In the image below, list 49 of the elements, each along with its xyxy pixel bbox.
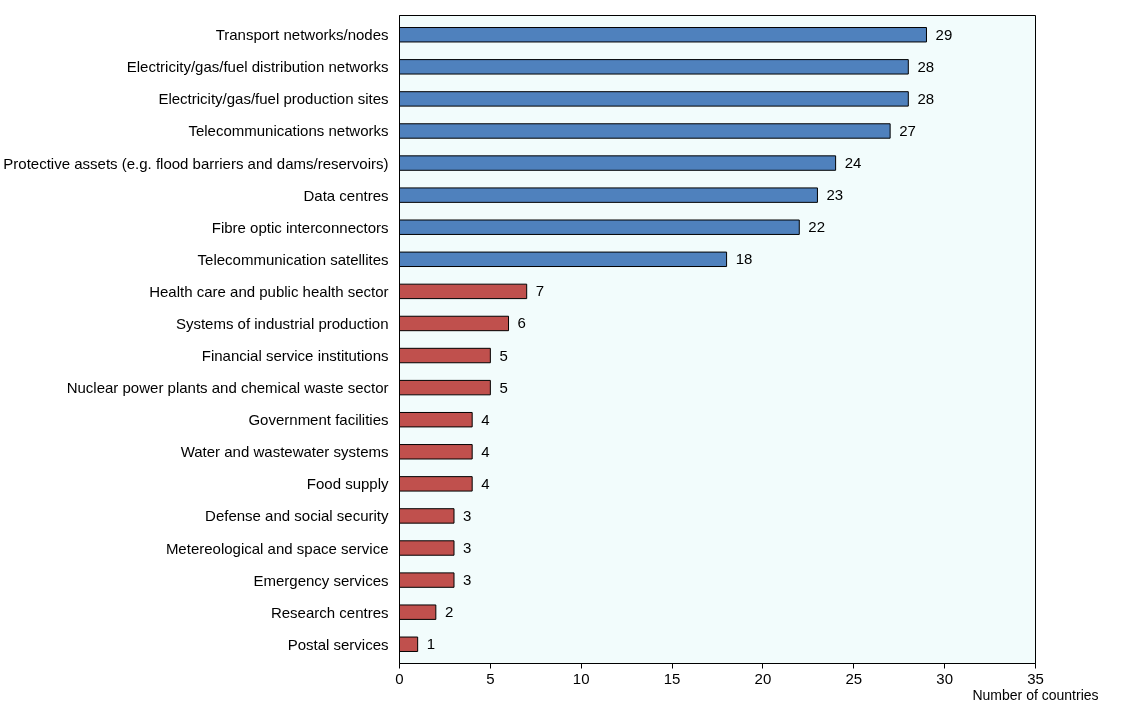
y-tick-label: Metereological and space service [165,539,389,557]
y-tick-label: Data centres [303,186,389,204]
y-tick-label: Research centres [270,603,389,621]
x-tick-label: 10 [572,669,590,687]
data-label: 3 [463,571,472,589]
y-tick-label: Financial service institutions [201,347,389,365]
y-tick-label: Water and wastewater systems [180,443,389,461]
y-tick-label: Fibre optic interconnectors [211,218,389,236]
x-axis-title: Number of countries [972,686,1099,703]
data-label: 7 [535,282,545,300]
y-tick-label: Telecommunications networks [188,122,389,140]
y-tick-label: Emergency services [253,571,389,589]
x-tick-label: 30 [936,669,953,687]
data-label: 4 [481,410,490,428]
x-tick-label: 5 [486,669,495,687]
data-label: 2 [444,603,454,621]
y-tick-label: Electricity/gas/fuel distribution networks [126,58,389,76]
y-tick-label: Systems of industrial production [175,314,389,332]
data-label: 27 [899,121,916,139]
x-tick-label: 0 [395,669,404,687]
x-tick-label: 35 [1027,669,1044,687]
data-label: 1 [426,635,436,653]
data-label: 28 [917,57,935,75]
y-tick-label: Electricity/gas/fuel production sites [158,90,389,108]
data-label: 28 [917,89,935,107]
data-label: 24 [844,154,862,172]
data-label: 18 [735,250,753,268]
y-tick-label: Protective assets (e.g. flood barriers and dams/reservoirs) [3,154,389,172]
data-label: 29 [935,25,953,43]
y-tick-label: Government facilities [248,411,389,429]
y-tick-label: Defense and social security [205,507,389,525]
y-tick-label: Transport networks/nodes [215,26,389,44]
data-label: 6 [517,314,526,332]
data-label: 3 [463,539,472,557]
y-tick-label: Food supply [306,475,389,493]
x-tick-label: 20 [754,669,772,687]
y-tick-label: Postal services [287,635,389,653]
data-label: 22 [808,218,826,236]
x-tick-label: 15 [663,669,681,687]
data-label: 3 [463,506,472,524]
x-tick-label: 25 [845,669,863,687]
data-label: 4 [481,442,490,460]
data-label: 4 [481,474,490,492]
y-tick-label: Health care and public health sector [149,282,389,300]
data-label: 5 [499,378,508,396]
y-tick-label: Nuclear power plants and chemical waste sector [66,379,389,397]
y-tick-label: Telecommunication satellites [197,250,389,268]
data-label: 23 [826,186,844,204]
data-label: 5 [499,346,508,364]
